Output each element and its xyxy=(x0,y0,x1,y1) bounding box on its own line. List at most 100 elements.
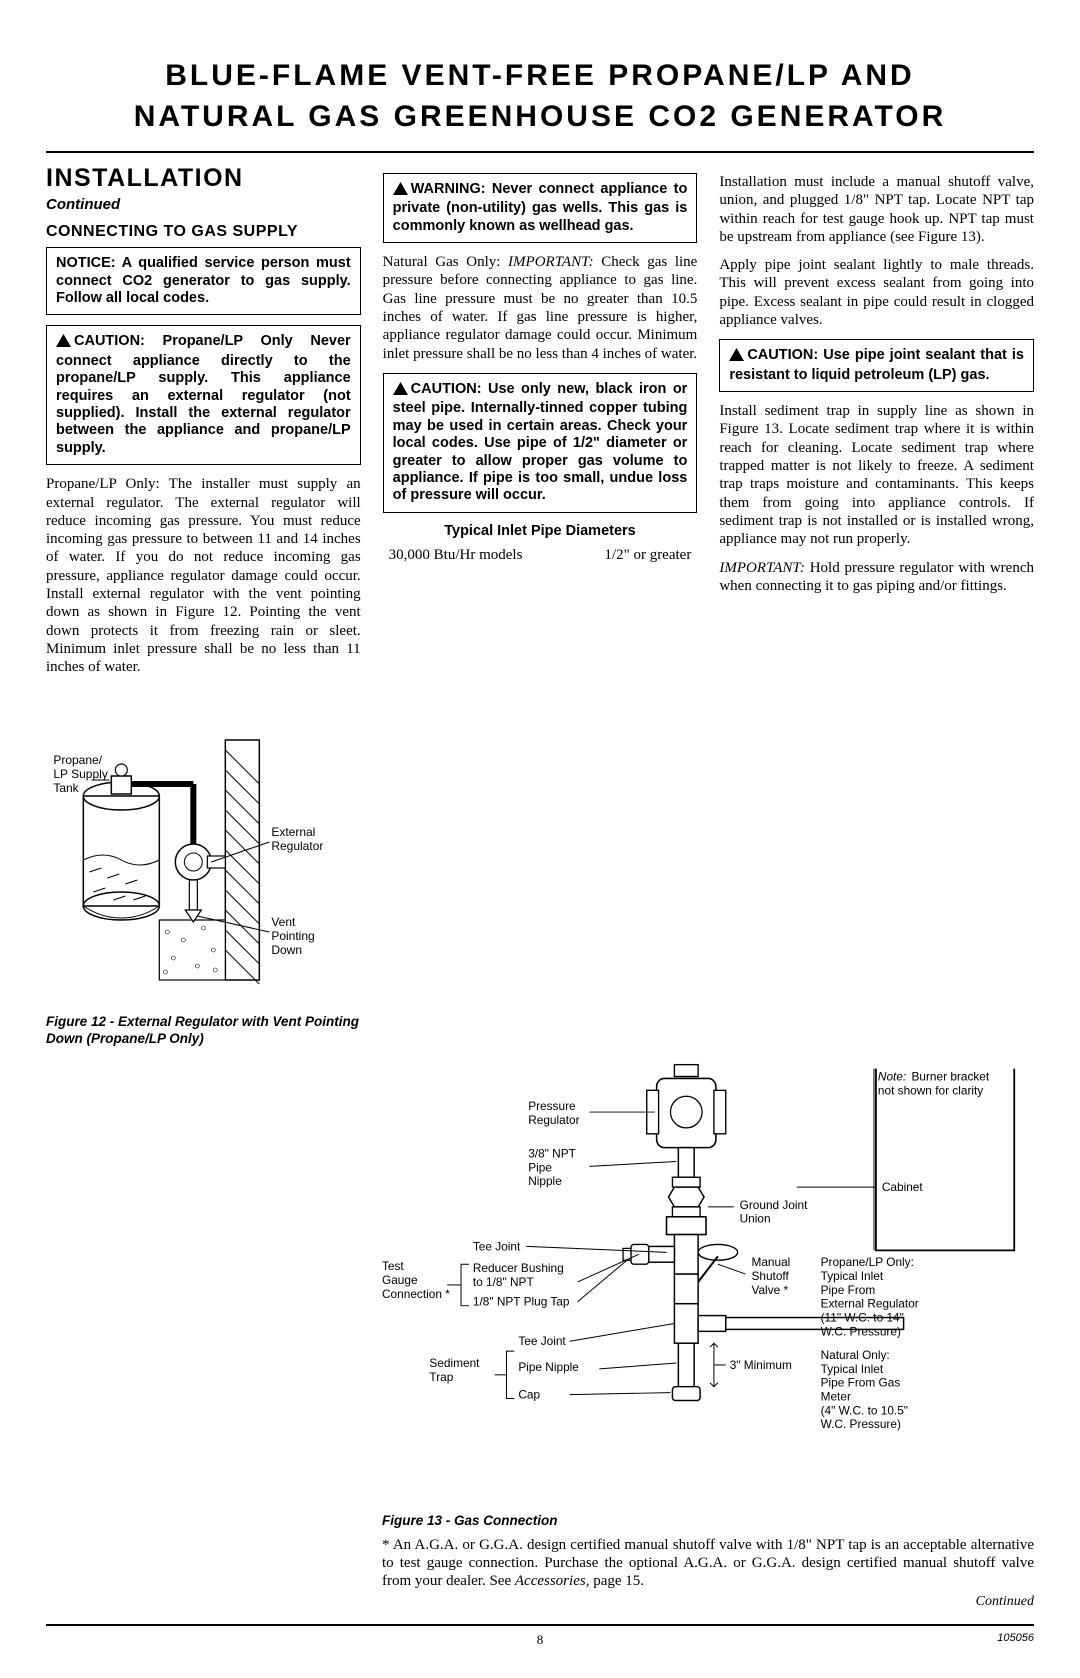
svg-text:Reducer Bushing: Reducer Bushing xyxy=(473,1261,564,1275)
col2-body1: Natural Gas Only: IMPORTANT: Check gas l… xyxy=(383,253,698,363)
notice-callout: NOTICE: A qualified service person must … xyxy=(46,247,361,315)
svg-text:W.C. Pressure): W.C. Pressure) xyxy=(821,1324,901,1338)
footer-rule xyxy=(46,1624,1034,1626)
warning-icon: ! xyxy=(393,382,408,400)
notice-text: NOTICE: A qualified service person must … xyxy=(56,255,351,306)
caution3-text: CAUTION: Use pipe joint sealant that is … xyxy=(729,347,1024,382)
caution-sealant-callout: ! CAUTION: Use pipe joint sealant that i… xyxy=(719,339,1034,392)
svg-text:Shutoff: Shutoff xyxy=(751,1269,789,1283)
figure-13: Pressure Regulator 3/8" NPT Pipe Nipple … xyxy=(382,1060,1034,1610)
col3-body4-emph: IMPORTANT: xyxy=(719,560,805,576)
svg-text:LP Supply: LP Supply xyxy=(53,767,108,781)
column-2: ! WARNING: Never connect appliance to pr… xyxy=(383,163,698,1048)
svg-text:!: ! xyxy=(62,334,66,347)
col2-body1-emph: IMPORTANT: xyxy=(508,254,594,270)
caution2-text: CAUTION: Use only new, black iron or ste… xyxy=(393,381,688,503)
svg-text:not shown for clarity: not shown for clarity xyxy=(878,1083,983,1097)
continued-label: Continued xyxy=(46,196,361,214)
svg-text:Tank: Tank xyxy=(53,781,79,795)
caution1-text: CAUTION: Propane/LP Only Never connect a… xyxy=(56,333,351,455)
warning-icon: ! xyxy=(56,334,71,352)
svg-text:Valve *: Valve * xyxy=(751,1282,788,1296)
svg-text:!: ! xyxy=(398,182,402,195)
svg-text:Pipe Nipple: Pipe Nipple xyxy=(518,1359,579,1373)
footnote-end: , page 15. xyxy=(586,1573,644,1589)
figure-12-svg: Propane/ LP Supply Tank External Regulat… xyxy=(46,700,361,1000)
pipe-size: 1/2" or greater xyxy=(604,546,691,564)
figure-13-footnote: * An A.G.A. or G.G.A. design certified m… xyxy=(382,1536,1034,1591)
figure-13-caption: Figure 13 - Gas Connection xyxy=(382,1513,1034,1530)
caution-pipe-callout: ! CAUTION: Use only new, black iron or s… xyxy=(383,373,698,513)
warning-icon: ! xyxy=(729,348,744,366)
pipe-model: 30,000 Btu/Hr models xyxy=(389,546,523,564)
col2-body1-rest: Check gas line pressure before connectin… xyxy=(383,254,698,361)
footnote-text: * An A.G.A. or G.G.A. design certified m… xyxy=(382,1537,1034,1590)
content-columns: INSTALLATION Continued CONNECTING TO GAS… xyxy=(46,163,1034,1048)
col1-body1: Propane/LP Only: The installer must supp… xyxy=(46,475,361,676)
page-footer: 8 105056 xyxy=(46,1632,1034,1648)
figure-13-svg: Pressure Regulator 3/8" NPT Pipe Nipple … xyxy=(382,1060,1034,1500)
svg-text:(11" W.C. to 14": (11" W.C. to 14" xyxy=(821,1310,904,1324)
svg-text:Vent: Vent xyxy=(271,915,296,929)
col3-body1: Installation must include a manual shuto… xyxy=(719,173,1034,246)
svg-text:Pointing: Pointing xyxy=(271,929,314,943)
svg-text:Connection *: Connection * xyxy=(382,1286,450,1300)
svg-text:Regulator: Regulator xyxy=(528,1112,579,1126)
svg-text:Note:: Note: xyxy=(878,1069,906,1083)
svg-text:Nipple: Nipple xyxy=(528,1174,562,1188)
column-1: INSTALLATION Continued CONNECTING TO GAS… xyxy=(46,163,361,1048)
svg-text:Natural Only:: Natural Only: xyxy=(821,1348,890,1362)
pipe-diameter-row: 30,000 Btu/Hr models 1/2" or greater xyxy=(383,546,698,564)
svg-text:Tee Joint: Tee Joint xyxy=(473,1239,521,1253)
svg-text:3" Minimum: 3" Minimum xyxy=(730,1357,792,1371)
warning-callout: ! WARNING: Never connect appliance to pr… xyxy=(383,173,698,243)
svg-text:Pipe From: Pipe From xyxy=(821,1282,876,1296)
svg-text:!: ! xyxy=(735,348,739,361)
svg-text:Pressure: Pressure xyxy=(528,1099,576,1113)
svg-text:Test: Test xyxy=(382,1259,404,1273)
column-3: Installation must include a manual shuto… xyxy=(719,163,1034,1048)
svg-text:to 1/8" NPT: to 1/8" NPT xyxy=(473,1274,534,1288)
page-number: 8 xyxy=(537,1632,544,1648)
svg-text:Burner bracket: Burner bracket xyxy=(912,1069,990,1083)
col3-body4: IMPORTANT: Hold pressure regulator with … xyxy=(719,559,1034,596)
svg-text:External Regulator: External Regulator xyxy=(821,1296,919,1310)
svg-text:W.C. Pressure): W.C. Pressure) xyxy=(821,1417,901,1431)
pipe-diameter-heading: Typical Inlet Pipe Diameters xyxy=(383,523,698,541)
svg-text:!: ! xyxy=(398,382,402,395)
document-code: 105056 xyxy=(997,1632,1034,1645)
title-line-1: BLUE-FLAME VENT-FREE PROPANE/LP AND xyxy=(165,59,914,92)
subsection-heading: CONNECTING TO GAS SUPPLY xyxy=(46,222,361,242)
svg-text:Pipe From Gas: Pipe From Gas xyxy=(821,1375,901,1389)
svg-text:Ground Joint: Ground Joint xyxy=(740,1197,809,1211)
svg-text:Manual: Manual xyxy=(751,1255,790,1269)
svg-text:Down: Down xyxy=(271,943,302,957)
figure-12-caption: Figure 12 - External Regulator with Vent… xyxy=(46,1014,361,1048)
section-heading: INSTALLATION xyxy=(46,163,361,194)
warning-icon: ! xyxy=(393,182,408,200)
svg-text:Sediment: Sediment xyxy=(429,1355,480,1369)
svg-text:Trap: Trap xyxy=(429,1369,453,1383)
continued-bottom: Continued xyxy=(382,1593,1034,1610)
figure-12: Propane/ LP Supply Tank External Regulat… xyxy=(46,700,361,1047)
svg-text:3/8" NPT: 3/8" NPT xyxy=(528,1146,576,1160)
svg-text:Regulator: Regulator xyxy=(271,839,323,853)
svg-text:Propane/: Propane/ xyxy=(53,753,102,767)
svg-text:(4" W.C. to 10.5": (4" W.C. to 10.5" xyxy=(821,1403,908,1417)
svg-text:Meter: Meter xyxy=(821,1389,851,1403)
svg-text:Typical Inlet: Typical Inlet xyxy=(821,1269,884,1283)
svg-text:Union: Union xyxy=(740,1211,771,1225)
document-title: BLUE-FLAME VENT-FREE PROPANE/LP AND NATU… xyxy=(46,56,1034,137)
title-rule xyxy=(46,151,1034,153)
title-line-2: NATURAL GAS GREENHOUSE CO2 GENERATOR xyxy=(134,100,947,133)
svg-text:1/8" NPT Plug Tap: 1/8" NPT Plug Tap xyxy=(473,1294,570,1308)
col3-body3: Install sediment trap in supply line as … xyxy=(719,402,1034,548)
footnote-ital: Accessories xyxy=(515,1573,586,1589)
svg-text:Gauge: Gauge xyxy=(382,1272,418,1286)
caution-propane-callout: ! CAUTION: Propane/LP Only Never connect… xyxy=(46,325,361,465)
svg-text:Cabinet: Cabinet xyxy=(882,1180,924,1194)
svg-text:Cap: Cap xyxy=(518,1387,540,1401)
svg-text:Typical Inlet: Typical Inlet xyxy=(821,1361,884,1375)
svg-text:Tee Joint: Tee Joint xyxy=(518,1334,566,1348)
svg-text:Pipe: Pipe xyxy=(528,1160,552,1174)
